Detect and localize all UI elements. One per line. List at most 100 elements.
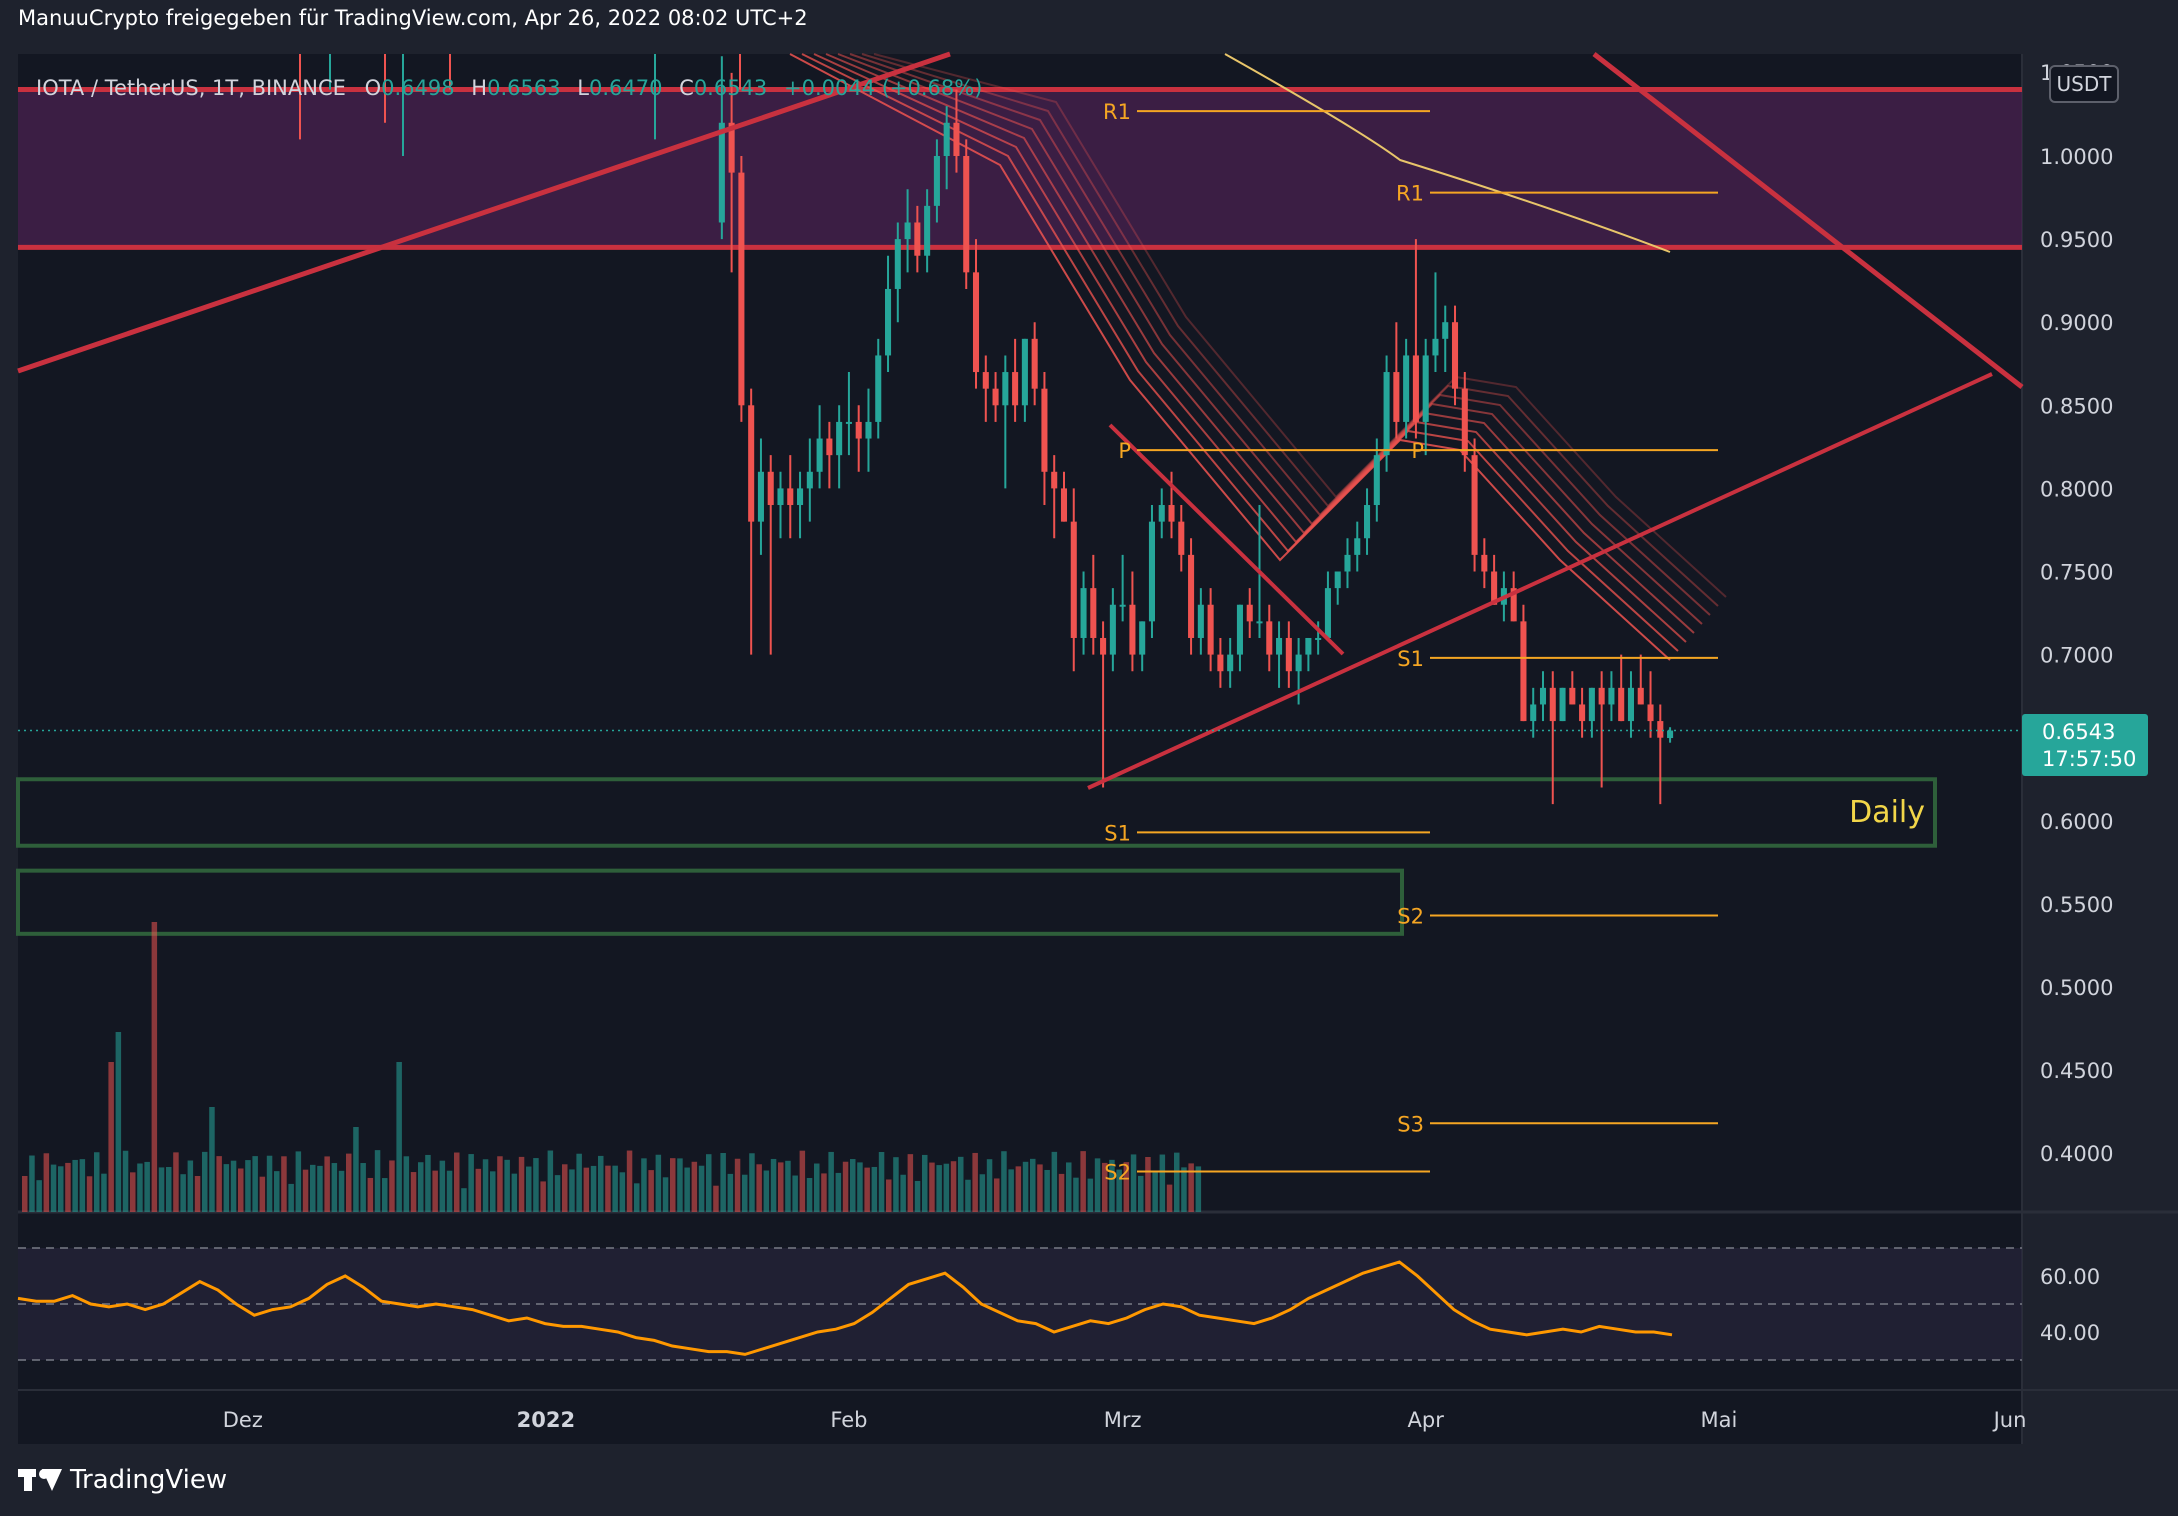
candle-body <box>904 222 911 240</box>
volume-bar <box>1015 1166 1022 1212</box>
candle-body <box>777 488 784 506</box>
candle-body <box>972 272 980 373</box>
volume-bar <box>1080 1151 1086 1212</box>
volume-bar <box>907 1154 914 1212</box>
rsi-axis-tick: 60.00 <box>2040 1265 2100 1289</box>
volume-bar <box>684 1167 690 1212</box>
volume-bar <box>36 1180 42 1212</box>
volume-bar <box>122 1150 129 1212</box>
volume-bar <box>346 1153 352 1212</box>
volume-bar <box>302 1169 309 1212</box>
volume-bar <box>43 1153 50 1212</box>
volume-bar <box>230 1160 237 1212</box>
candle-body <box>933 156 940 206</box>
volume-bar <box>245 1160 251 1212</box>
time-axis-tick: Dez <box>223 1408 263 1432</box>
candle-body <box>1354 538 1361 555</box>
volume-bar <box>648 1170 654 1212</box>
volume-bar <box>1116 1169 1122 1212</box>
tradingview-brand: TradingView <box>70 1465 228 1495</box>
rsi-line <box>17 1260 1673 1356</box>
candle-body <box>1344 554 1351 572</box>
volume-bar <box>238 1168 244 1212</box>
candle-body <box>1579 704 1586 722</box>
volume-bar <box>194 1175 201 1212</box>
currency-button[interactable] <box>2049 65 2119 103</box>
candle-body <box>1080 588 1087 638</box>
price-axis-tick: 0.7500 <box>2040 561 2113 585</box>
candle-body <box>1598 687 1605 705</box>
candle-body <box>1442 322 1449 339</box>
volume-bar <box>641 1158 647 1212</box>
volume-bar <box>576 1153 582 1212</box>
candle-body <box>1256 621 1263 624</box>
volume-bar <box>626 1150 633 1212</box>
chart-pane[interactable] <box>18 54 2022 1444</box>
volume-bar <box>461 1188 467 1212</box>
volume-bar <box>857 1162 863 1212</box>
volume-bar <box>418 1162 424 1212</box>
candle-body <box>1549 687 1556 722</box>
volume-bar <box>396 1062 402 1212</box>
volume-bar <box>691 1161 698 1212</box>
candle-body <box>1491 571 1498 605</box>
candle-body <box>1148 521 1156 622</box>
volume-bar <box>619 1172 626 1212</box>
candle-body <box>953 122 960 156</box>
volume-bar <box>893 1157 899 1212</box>
volume-bar <box>864 1167 870 1212</box>
ma-ribbon-line <box>849 53 1711 616</box>
volume-bar <box>994 1178 1000 1212</box>
volume-bar <box>324 1156 330 1212</box>
volume-bar <box>756 1164 762 1212</box>
candle-body <box>1236 604 1243 655</box>
candle-body <box>1627 687 1635 722</box>
volume-bar <box>72 1159 78 1212</box>
volume-bar <box>29 1155 35 1212</box>
last-price-badge <box>2022 714 2148 776</box>
volume-bar <box>583 1167 590 1212</box>
candle-body <box>1305 637 1312 655</box>
candle-body <box>1109 604 1116 655</box>
candle-body <box>1559 687 1566 722</box>
candle-body <box>757 471 764 522</box>
price-axis-tick: 0.5500 <box>2040 893 2113 917</box>
trendline-support <box>1087 372 1993 790</box>
volume-bar <box>202 1151 208 1212</box>
support-zone-lower <box>16 868 1404 936</box>
tradingview-logo[interactable]: TradingView <box>18 1462 227 1498</box>
volume-bar <box>1058 1173 1065 1212</box>
candle-body <box>1539 687 1547 705</box>
last-price-label: 0.6543 <box>2042 720 2115 744</box>
price-axis-tick: 0.9500 <box>2040 228 2113 252</box>
volume-bar <box>713 1185 719 1212</box>
candle-body <box>1051 471 1058 489</box>
candle-body <box>1364 505 1371 539</box>
candle-body <box>1178 521 1185 555</box>
volume-bar <box>403 1156 410 1212</box>
candle-body <box>1002 372 1009 406</box>
volume-bar <box>1152 1172 1158 1212</box>
volume-bar <box>410 1172 417 1212</box>
candle-body <box>767 471 774 506</box>
volume-bar <box>871 1166 878 1212</box>
candle-body <box>787 488 794 506</box>
currency-label: USDT <box>2057 72 2113 96</box>
volume-bar <box>886 1179 892 1212</box>
volume-bar <box>475 1168 482 1212</box>
volume-bar <box>1044 1169 1050 1212</box>
time-axis-tick: 2022 <box>517 1408 575 1432</box>
volume-bar <box>1102 1162 1108 1212</box>
volume-bar <box>331 1163 338 1212</box>
candle-body <box>836 421 843 456</box>
candle-body <box>718 122 725 223</box>
pivot-label: S1 <box>1104 821 1131 845</box>
candle-body <box>1461 388 1468 456</box>
volume-bar <box>310 1164 316 1212</box>
ma-ribbon-line <box>837 53 1703 625</box>
volume-bar <box>374 1150 381 1212</box>
candle-body <box>1168 505 1175 522</box>
candle-body <box>1451 322 1459 389</box>
pivot-label: S2 <box>1397 905 1424 929</box>
